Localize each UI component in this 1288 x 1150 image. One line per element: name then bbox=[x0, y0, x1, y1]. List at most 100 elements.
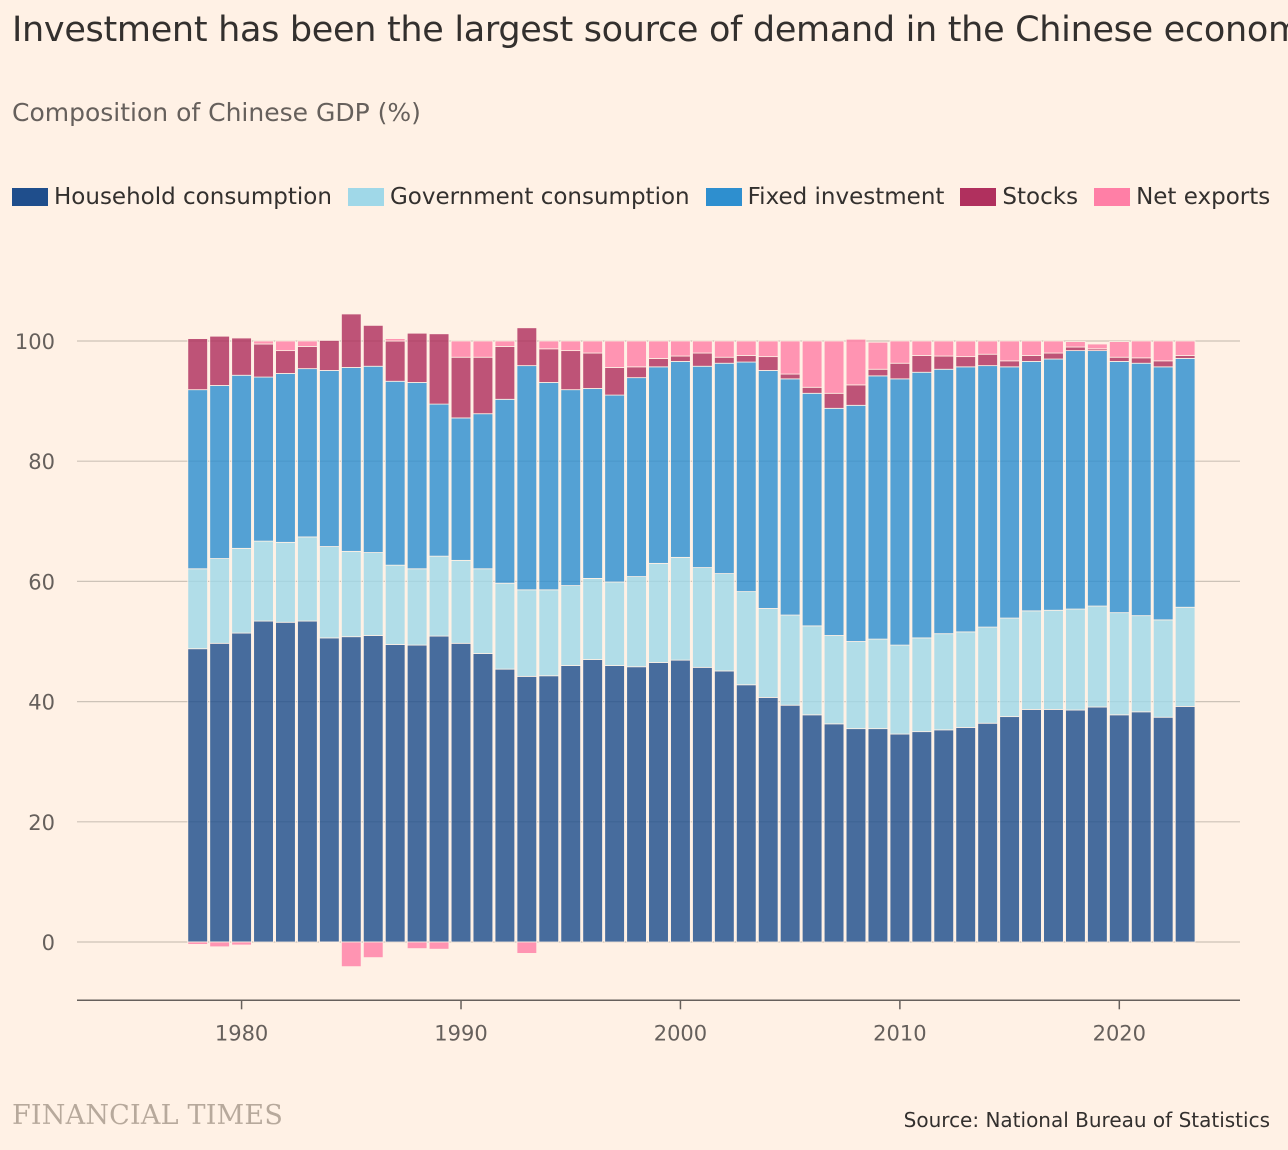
bar-government-consumption-1991 bbox=[472, 568, 494, 654]
bar-stocks-1979 bbox=[209, 335, 230, 386]
bar-fixed-investment-2007 bbox=[823, 407, 845, 636]
bar-stocks-1995 bbox=[560, 350, 581, 391]
bar-net-exports-2005 bbox=[779, 340, 801, 375]
bar-household-consumption-2012 bbox=[933, 729, 955, 943]
y-tick-label-80: 80 bbox=[28, 450, 55, 474]
legend-label-household: Household consumption bbox=[54, 184, 332, 210]
bar-household-consumption-2003 bbox=[736, 684, 757, 943]
source-note: Source: National Bureau of Statistics bbox=[903, 1108, 1270, 1132]
bar-fixed-investment-1987 bbox=[384, 380, 406, 566]
bar-stocks-2008 bbox=[845, 384, 867, 406]
bar-fixed-investment-1990 bbox=[450, 417, 472, 561]
bar-fixed-investment-2022 bbox=[1152, 366, 1174, 621]
bar-net-exports-2002 bbox=[714, 340, 735, 358]
bar-stocks-2018 bbox=[1065, 346, 1086, 352]
bar-net-exports-2015 bbox=[999, 340, 1020, 362]
bar-net-exports-2020 bbox=[1109, 341, 1130, 358]
bar-stocks-2011 bbox=[911, 355, 933, 373]
bar-household-consumption-1978 bbox=[187, 648, 208, 943]
bar-government-consumption-2016 bbox=[1021, 610, 1042, 710]
bar-household-consumption-1995 bbox=[560, 665, 581, 943]
bar-stocks-2003 bbox=[736, 355, 757, 363]
bar-government-consumption-2001 bbox=[692, 567, 713, 668]
bar-household-consumption-1985 bbox=[341, 636, 362, 943]
bar-household-consumption-1994 bbox=[538, 675, 560, 943]
bar-stocks-2023 bbox=[1174, 355, 1196, 359]
bar-fixed-investment-2017 bbox=[1043, 358, 1064, 611]
legend-item-household: Household consumption bbox=[12, 184, 332, 210]
bar-government-consumption-1981 bbox=[253, 540, 274, 622]
bar-stocks-1981 bbox=[253, 343, 274, 378]
bar-stocks-1990 bbox=[450, 356, 472, 419]
bar-fixed-investment-2013 bbox=[955, 366, 976, 633]
bar-fixed-investment-1995 bbox=[560, 389, 581, 587]
bar-government-consumption-2004 bbox=[757, 608, 779, 698]
bar-government-consumption-1980 bbox=[231, 547, 252, 634]
bar-stocks-1978 bbox=[187, 338, 208, 391]
bar-fixed-investment-1980 bbox=[231, 374, 252, 549]
bar-fixed-investment-2012 bbox=[933, 368, 955, 635]
bar-net-exports-1983 bbox=[297, 340, 318, 347]
bar-fixed-investment-1994 bbox=[538, 382, 560, 591]
bar-government-consumption-1986 bbox=[362, 552, 384, 636]
bar-household-consumption-2018 bbox=[1065, 709, 1086, 943]
bar-stocks-1997 bbox=[604, 367, 625, 396]
bar-fixed-investment-1983 bbox=[297, 368, 318, 538]
y-tick-label-60: 60 bbox=[28, 570, 55, 594]
bar-net-exports-1989 bbox=[428, 941, 450, 950]
bar-fixed-investment-2009 bbox=[867, 375, 889, 640]
bar-government-consumption-2019 bbox=[1087, 605, 1108, 708]
bar-stocks-2021 bbox=[1130, 357, 1152, 364]
bar-government-consumption-2018 bbox=[1065, 608, 1086, 711]
bar-stocks-1999 bbox=[648, 358, 669, 368]
bar-stocks-1980 bbox=[231, 337, 252, 376]
bar-household-consumption-1997 bbox=[604, 665, 625, 943]
bar-government-consumption-1996 bbox=[582, 577, 603, 660]
bar-household-consumption-1981 bbox=[253, 620, 274, 943]
bar-net-exports-2021 bbox=[1130, 340, 1152, 359]
bar-household-consumption-1988 bbox=[406, 644, 428, 943]
bar-net-exports-2018 bbox=[1065, 341, 1086, 348]
bar-government-consumption-2017 bbox=[1043, 609, 1064, 710]
bar-government-consumption-2003 bbox=[736, 591, 757, 686]
legend-item-net-exports: Net exports bbox=[1094, 184, 1270, 210]
bar-household-consumption-1983 bbox=[297, 620, 318, 943]
bar-stocks-1986 bbox=[362, 324, 384, 367]
bar-net-exports-1992 bbox=[494, 340, 516, 347]
bar-government-consumption-1999 bbox=[648, 562, 669, 663]
bar-stocks-2020 bbox=[1109, 356, 1130, 362]
bar-fixed-investment-1999 bbox=[648, 366, 669, 564]
bar-fixed-investment-2019 bbox=[1087, 350, 1108, 607]
bar-government-consumption-1997 bbox=[604, 581, 625, 666]
bar-household-consumption-2022 bbox=[1152, 716, 1174, 943]
bar-net-exports-2000 bbox=[670, 340, 691, 357]
bar-fixed-investment-2006 bbox=[801, 392, 823, 627]
bar-household-consumption-2011 bbox=[911, 731, 933, 943]
brand-logo: FINANCIAL TIMES bbox=[12, 1100, 284, 1131]
bar-government-consumption-2021 bbox=[1130, 615, 1152, 713]
bar-net-exports-2011 bbox=[911, 340, 933, 356]
bar-net-exports-1991 bbox=[472, 340, 494, 358]
bar-fixed-investment-2021 bbox=[1130, 362, 1152, 617]
legend-swatch-net-exports bbox=[1094, 188, 1131, 206]
bar-government-consumption-1982 bbox=[275, 541, 296, 623]
bar-fixed-investment-2003 bbox=[736, 361, 757, 593]
bar-net-exports-1986 bbox=[362, 941, 384, 959]
bar-government-consumption-2002 bbox=[714, 573, 735, 672]
bar-government-consumption-1990 bbox=[450, 559, 472, 644]
chart-subtitle: Composition of Chinese GDP (%) bbox=[12, 98, 421, 127]
bar-net-exports-1981 bbox=[253, 340, 274, 345]
bar-fixed-investment-1992 bbox=[494, 398, 516, 584]
bar-net-exports-1995 bbox=[560, 340, 581, 352]
bar-stocks-1984 bbox=[319, 339, 340, 371]
bar-net-exports-2008 bbox=[845, 338, 867, 386]
bar-government-consumption-2000 bbox=[670, 556, 691, 661]
bar-stocks-1996 bbox=[582, 352, 603, 389]
bar-fixed-investment-2001 bbox=[692, 365, 713, 568]
bar-household-consumption-1996 bbox=[582, 659, 603, 943]
bar-government-consumption-2012 bbox=[933, 633, 955, 731]
bar-fixed-investment-2023 bbox=[1174, 358, 1196, 608]
bar-stocks-2022 bbox=[1152, 360, 1174, 368]
bar-fixed-investment-2011 bbox=[911, 371, 933, 639]
bar-fixed-investment-1982 bbox=[275, 373, 296, 543]
